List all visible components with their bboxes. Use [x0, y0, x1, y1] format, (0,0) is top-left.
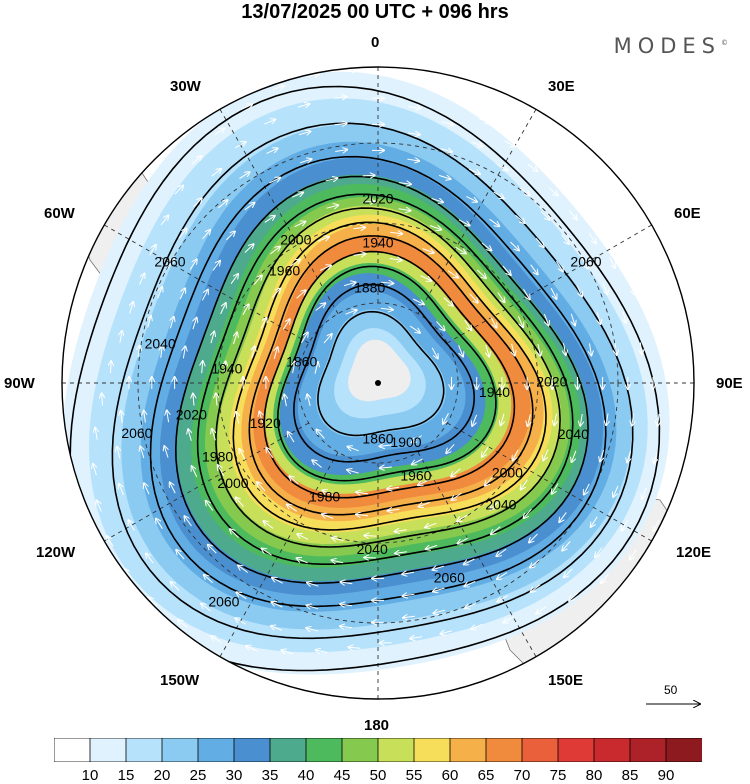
reference-vector-arrow [640, 684, 710, 714]
colorbar-swatch-8 [342, 738, 379, 762]
lon-label-150e: 150E [548, 672, 583, 690]
colorbar-swatch-7 [306, 738, 343, 762]
colorbar-swatch-11 [450, 738, 487, 762]
contour-label-4: 1960 [269, 262, 300, 278]
contour-label-8: 1940 [211, 361, 242, 377]
lon-label-180: 180 [364, 717, 389, 735]
colorbar-tick-label-15: 85 [622, 767, 639, 784]
contour-label-21: 2040 [485, 497, 516, 513]
contour-label-15: 1860 [362, 431, 393, 447]
wind-vector-86 [364, 536, 376, 537]
contour-label-10: 2020 [176, 407, 207, 423]
contour-label-2: 2000 [280, 231, 311, 247]
colorbar [54, 738, 702, 762]
lon-label-150w: 150W [160, 672, 199, 690]
contour-label-19: 1980 [202, 449, 233, 465]
colorbar-tick-label-16: 90 [658, 767, 675, 784]
colorbar-swatch-3 [162, 738, 199, 762]
contour-label-16: 1900 [390, 434, 421, 450]
contour-label-12: 1940 [479, 384, 510, 400]
colorbar-swatch-17 [666, 738, 702, 762]
colorbar-tick-label-7: 45 [334, 767, 351, 784]
wind-vector-135 [363, 175, 375, 176]
contour-label-9: 1860 [286, 353, 317, 369]
contour-label-26: 2040 [558, 426, 589, 442]
colorbar-swatch-15 [594, 738, 631, 762]
contour-label-24: 2040 [357, 541, 388, 557]
brand-logo: MODES© [614, 34, 728, 58]
contour-label-17: 1980 [309, 488, 340, 504]
colorbar-swatch-12 [486, 738, 523, 762]
contour-label-18: 1960 [400, 468, 431, 484]
colorbar-swatch-16 [630, 738, 667, 762]
colorbar-swatch-9 [378, 738, 415, 762]
contour-label-5: 1880 [354, 279, 385, 295]
contour-label-6: 2040 [145, 335, 176, 351]
lon-label-60w: 60W [44, 205, 75, 223]
lon-label-0: 0 [371, 34, 379, 52]
brand-text: MODES [614, 34, 721, 58]
colorbar-tick-label-0: 10 [82, 767, 99, 784]
contour-label-20: 2000 [217, 475, 248, 491]
lon-label-30w: 30W [170, 78, 201, 96]
contour-label-14: 1920 [250, 415, 281, 431]
wind-vector-303 [111, 361, 112, 373]
colorbar-swatch-5 [234, 738, 271, 762]
colorbar-swatch-1 [90, 738, 127, 762]
lon-label-120w: 120W [36, 544, 75, 562]
colorbar-tick-label-8: 50 [370, 767, 387, 784]
contour-label-3: 1940 [362, 235, 393, 251]
contour-label-22: 2000 [492, 464, 523, 480]
contour-label-1: 2020 [362, 190, 393, 206]
lon-label-30e: 30E [548, 78, 575, 96]
colorbar-swatch-6 [270, 738, 307, 762]
lon-label-120e: 120E [676, 544, 711, 562]
contour-label-7: 2060 [570, 254, 601, 270]
lon-label-90e: 90E [716, 375, 743, 393]
contour-label-25: 2060 [208, 594, 239, 610]
colorbar-swatch-2 [126, 738, 163, 762]
colorbar-tick-label-11: 65 [478, 767, 495, 784]
colorbar-tick-label-4: 30 [226, 767, 243, 784]
colorbar-tick-label-5: 35 [262, 767, 279, 784]
wind-vector-118 [364, 558, 376, 559]
colorbar-tick-label-1: 15 [118, 767, 135, 784]
colorbar-swatch-4 [198, 738, 235, 762]
colorbar-tick-label-13: 75 [550, 767, 567, 784]
colorbar-swatch-14 [558, 738, 595, 762]
contour-label-13: 2060 [121, 425, 152, 441]
contour-label-0: 2060 [154, 254, 185, 270]
colorbar-tick-label-14: 80 [586, 767, 603, 784]
colorbar-tick-label-2: 20 [154, 767, 171, 784]
lon-label-90w: 90W [4, 375, 35, 393]
colorbar-swatch-10 [414, 738, 451, 762]
chart-title: 13/07/2025 00 UTC + 096 hrs [0, 0, 750, 24]
pole-marker [375, 380, 381, 386]
colorbar-tick-label-3: 25 [190, 767, 207, 784]
copyright-mark: © [721, 39, 728, 47]
colorbar-tick-label-10: 60 [442, 767, 459, 784]
colorbar-tick-label-9: 55 [406, 767, 423, 784]
colorbar-tick-label-12: 70 [514, 767, 531, 784]
lon-label-60e: 60E [674, 205, 701, 223]
colorbar-swatch-0 [54, 738, 91, 762]
contour-label-23: 2060 [434, 570, 465, 586]
contour-label-11: 2020 [536, 374, 567, 390]
colorbar-tick-label-6: 40 [298, 767, 315, 784]
colorbar-swatch-13 [522, 738, 559, 762]
